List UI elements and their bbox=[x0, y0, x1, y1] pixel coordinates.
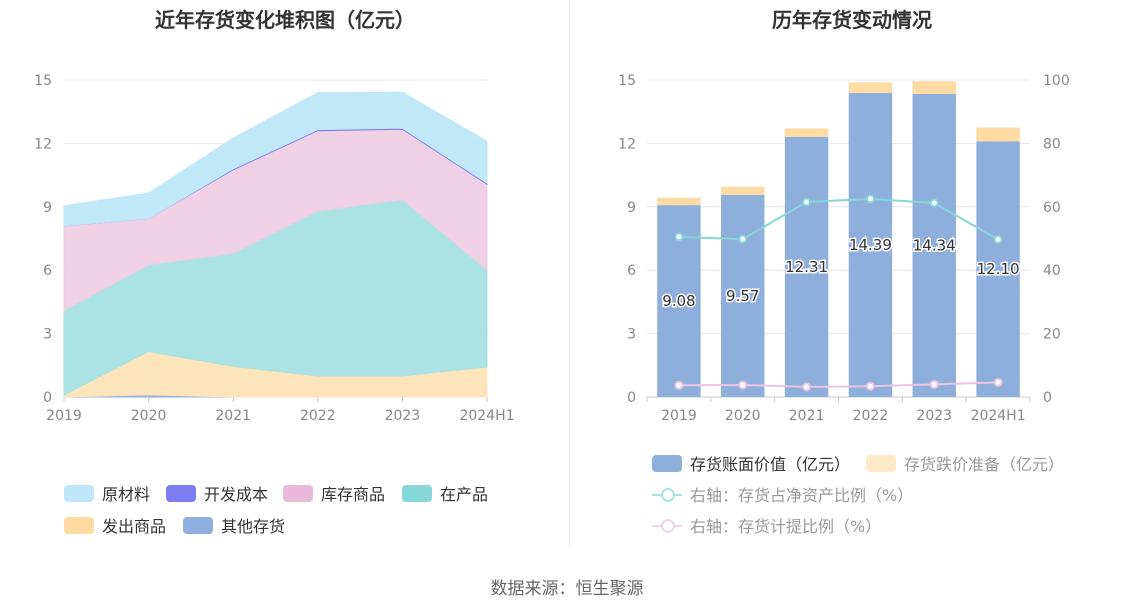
line-point bbox=[865, 381, 875, 391]
bar-value-label: 14.39 bbox=[849, 236, 892, 254]
legend-line-icon bbox=[652, 517, 682, 534]
legend-item-goods-shipped[interactable]: 发出商品 bbox=[64, 513, 166, 537]
x-tick-label: 2019 bbox=[661, 408, 697, 424]
line-series bbox=[678, 197, 999, 241]
y2-tick-label: 20 bbox=[1043, 327, 1061, 343]
legend-swatch-work-in-process bbox=[402, 484, 432, 502]
x-tick-label: 2024H1 bbox=[459, 408, 514, 424]
bar-value-label: 12.31 bbox=[785, 258, 828, 276]
bar-value-label: 9.08 bbox=[662, 292, 695, 310]
x-tick-label: 2021 bbox=[789, 408, 825, 424]
legend-swatch-other-inventory bbox=[183, 516, 213, 534]
x-tick-label: 2020 bbox=[725, 408, 761, 424]
bar-book-value bbox=[657, 205, 701, 397]
x-tick-label: 2024H1 bbox=[971, 408, 1026, 424]
y-tick-label: 3 bbox=[43, 327, 52, 343]
x-tick-label: 2022 bbox=[853, 408, 889, 424]
line-point bbox=[802, 197, 812, 207]
x-tick-label: 2020 bbox=[131, 408, 167, 424]
line-point bbox=[738, 234, 748, 244]
y2-tick-label: 0 bbox=[1043, 390, 1052, 406]
legend-label: 发出商品 bbox=[102, 517, 167, 536]
bar-impairment bbox=[721, 186, 765, 195]
y2-tick-label: 40 bbox=[1043, 263, 1061, 279]
line-point bbox=[929, 379, 939, 389]
y-tick-label: 15 bbox=[618, 73, 636, 89]
y-tick-label: 6 bbox=[43, 263, 52, 279]
legend-swatch-development-cost bbox=[166, 484, 196, 502]
line-point bbox=[993, 377, 1003, 387]
legend-swatch-raw-materials bbox=[64, 484, 94, 502]
legend-item-provision-ratio[interactable]: 右轴：存货计提比例（%） bbox=[652, 513, 881, 537]
y-tick-label: 6 bbox=[627, 263, 636, 279]
x-tick-label: 2019 bbox=[46, 408, 82, 424]
right-chart-title: 历年存货变动情况 bbox=[772, 8, 932, 32]
line-point bbox=[738, 380, 748, 390]
bar-book-value bbox=[976, 141, 1020, 397]
data-source: 数据来源：恒生聚源 bbox=[490, 579, 644, 599]
stacked-area-chart: 0 3 6 9 12 15 2019 2020 2021 2022 2023 2024H1 bbox=[34, 73, 514, 424]
area-原材料 bbox=[63, 91, 488, 227]
bar-book-value bbox=[721, 194, 765, 397]
legend-item-finished-goods[interactable]: 库存商品 bbox=[283, 481, 385, 505]
line-point bbox=[802, 382, 812, 392]
legend-swatch-impairment bbox=[866, 454, 896, 472]
x-tick-label: 2021 bbox=[215, 408, 251, 424]
bar-book-value bbox=[912, 93, 956, 397]
legend-item-book-value[interactable]: 存货账面价值（亿元） bbox=[652, 451, 850, 475]
legend-item-impairment[interactable]: 存货跌价准备（亿元） bbox=[866, 451, 1064, 475]
bar-impairment bbox=[912, 81, 956, 94]
legend-label: 其他存货 bbox=[221, 517, 286, 536]
line-series bbox=[678, 381, 999, 388]
legend-label: 右轴：存货占净资产比例（%） bbox=[690, 486, 914, 505]
y-tick-label: 9 bbox=[43, 200, 52, 216]
bar-impairment bbox=[848, 82, 893, 93]
y-tick-label: 9 bbox=[627, 200, 636, 216]
legend-label: 右轴：存货计提比例（%） bbox=[690, 517, 882, 536]
legend-item-development-cost[interactable]: 开发成本 bbox=[166, 481, 268, 505]
x-tick-label: 2023 bbox=[385, 408, 421, 424]
y2-tick-label: 80 bbox=[1043, 136, 1061, 152]
legend-line-icon bbox=[652, 486, 682, 503]
x-tick-label: 2022 bbox=[300, 408, 336, 424]
y-tick-label: 0 bbox=[627, 390, 636, 406]
y2-tick-label: 60 bbox=[1043, 200, 1061, 216]
legend-label: 存货账面价值（亿元） bbox=[690, 455, 851, 474]
line-point bbox=[865, 194, 875, 204]
line-point bbox=[929, 198, 939, 208]
y-tick-label: 12 bbox=[618, 136, 636, 152]
legend-label: 在产品 bbox=[440, 485, 489, 504]
line-point bbox=[993, 234, 1003, 244]
y2-tick-label: 100 bbox=[1043, 73, 1070, 89]
legend-label: 存货跌价准备（亿元） bbox=[904, 455, 1065, 474]
bar-value-label: 14.34 bbox=[913, 236, 956, 254]
legend-item-other-inventory[interactable]: 其他存货 bbox=[183, 513, 285, 537]
y-tick-label: 15 bbox=[34, 73, 52, 89]
y-tick-label: 0 bbox=[43, 390, 52, 406]
bar-value-label: 12.10 bbox=[977, 260, 1020, 278]
bar-value-label: 9.57 bbox=[726, 287, 759, 305]
line-point bbox=[674, 232, 684, 242]
legend-label: 库存商品 bbox=[321, 485, 386, 504]
legend-item-work-in-process[interactable]: 在产品 bbox=[402, 481, 488, 505]
chart-divider bbox=[569, 0, 570, 545]
y-tick-label: 3 bbox=[627, 327, 636, 343]
legend-swatch-goods-shipped bbox=[64, 516, 94, 534]
bar-impairment bbox=[976, 127, 1020, 142]
legend-item-inventory-to-net-assets[interactable]: 右轴：存货占净资产比例（%） bbox=[652, 482, 913, 506]
bar-impairment bbox=[784, 128, 829, 137]
x-tick-label: 2023 bbox=[916, 408, 952, 424]
legend-label: 开发成本 bbox=[204, 485, 269, 504]
legend-swatch-book-value bbox=[652, 454, 682, 472]
bar-book-value bbox=[848, 92, 893, 398]
bar-impairment bbox=[657, 197, 701, 206]
line-point bbox=[674, 380, 684, 390]
legend-label: 原材料 bbox=[102, 485, 151, 504]
left-chart-title: 近年存货变化堆积图（亿元） bbox=[155, 8, 415, 32]
bar-book-value bbox=[784, 136, 829, 397]
legend-swatch-finished-goods bbox=[283, 484, 313, 502]
legend-item-raw-materials[interactable]: 原材料 bbox=[64, 481, 150, 505]
y-tick-label: 12 bbox=[34, 136, 52, 152]
